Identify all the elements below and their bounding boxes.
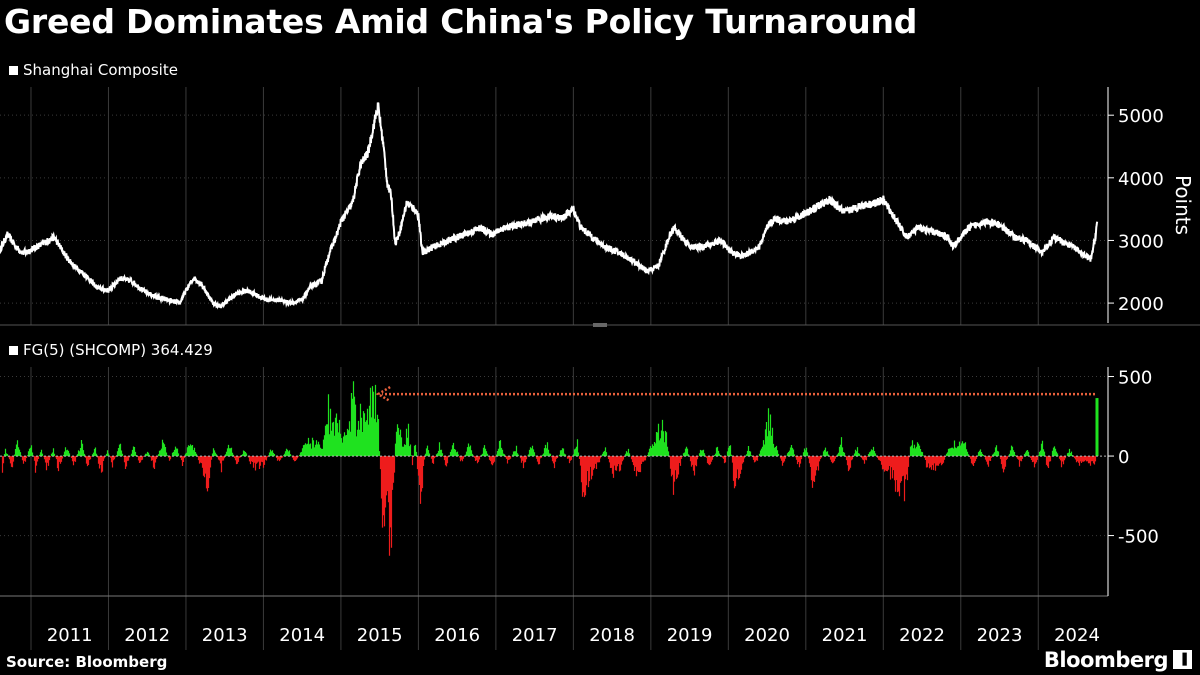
y-tick-label: 2000: [1118, 294, 1164, 315]
chart-title: Greed Dominates Amid China's Policy Turn…: [4, 2, 918, 41]
y-tick-label: 4000: [1118, 169, 1164, 190]
source-note: Source: Bloomberg: [6, 653, 168, 671]
panel-resize-handle[interactable]: [593, 323, 607, 327]
y-tick-label: 5000: [1118, 106, 1164, 127]
legend-swatch: [9, 345, 18, 355]
positive-greed-bars: [3, 381, 1099, 457]
legend-label: Shanghai Composite: [23, 61, 178, 79]
bloomberg-logo: Bloomberg: [1043, 648, 1169, 672]
x-tick-label: 2023: [977, 625, 1023, 646]
y-tick-label: 500: [1118, 368, 1152, 389]
top-panel-grid: [0, 87, 1108, 325]
legend-shanghai-composite: Shanghai Composite: [9, 61, 178, 79]
x-tick-label: 2017: [512, 625, 558, 646]
x-tick-label: 2021: [822, 625, 868, 646]
x-tick-label: 2019: [667, 625, 713, 646]
legend-label: FG(5) (SHCOMP) 364.429: [23, 341, 213, 359]
y-tick-label: 0: [1118, 447, 1129, 468]
legend-fear-greed: FG(5) (SHCOMP) 364.429: [9, 341, 213, 359]
x-tick-label: 2024: [1054, 625, 1100, 646]
x-tick-label: 2015: [357, 625, 403, 646]
x-tick-label: 2014: [279, 625, 325, 646]
negative-fear-bars: [1, 456, 1097, 556]
bloomberg-badge-icon: ▐: [1173, 650, 1192, 669]
axes: 2011 2012 2013 2014 2015 2016 2017 2018 2019 2020…: [0, 87, 1164, 650]
bottom-panel-grid: [0, 367, 1108, 596]
x-tick-label: 2020: [744, 625, 790, 646]
x-tick-label: 2022: [899, 625, 945, 646]
arrow-head: [375, 386, 391, 403]
y-tick-label: -500: [1118, 527, 1159, 548]
x-tick-label: 2018: [589, 625, 635, 646]
legend-swatch: [9, 65, 18, 75]
x-tick-label: 2011: [47, 625, 93, 646]
x-tick-label: 2013: [202, 625, 248, 646]
y-axis-label: Points: [1171, 175, 1195, 235]
y-tick-label: 3000: [1118, 231, 1164, 252]
reference-arrow: [375, 386, 1095, 403]
shanghai-composite-line: [0, 102, 1099, 310]
x-tick-label: 2012: [124, 625, 170, 646]
x-tick-label: 2016: [434, 625, 480, 646]
fear-greed-bars: [1, 381, 1099, 556]
